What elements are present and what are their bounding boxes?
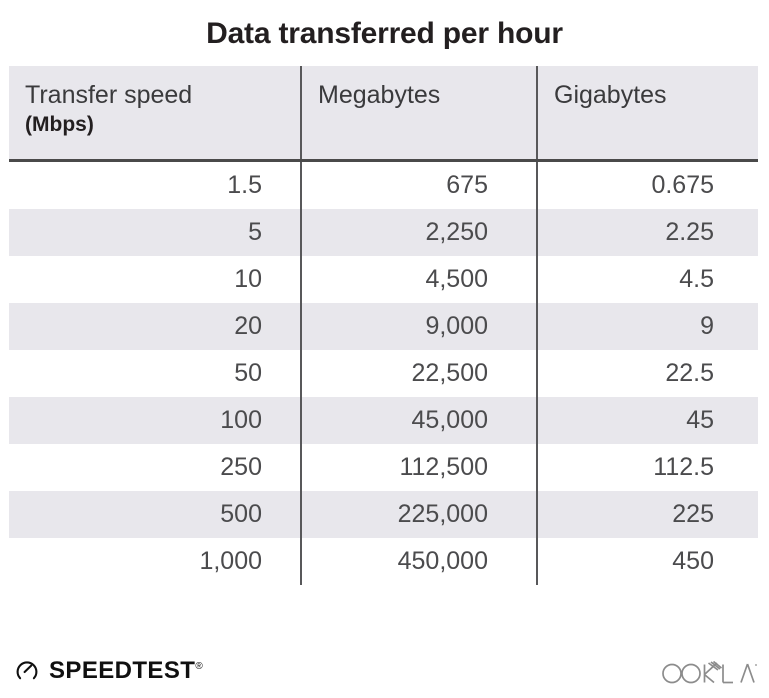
cell-gigabytes: 0.675 <box>536 160 758 209</box>
column-header-transfer-speed-label: Transfer speed <box>25 81 193 109</box>
table-row: 500 225,000 225 <box>9 490 758 538</box>
column-header-megabytes-label: Megabytes <box>318 81 441 109</box>
cell-gigabytes: 22.5 <box>536 349 758 397</box>
cell-megabytes: 112,500 <box>300 443 537 491</box>
cell-transfer-speed: 1,000 <box>199 546 262 575</box>
speedtest-trademark-symbol: ® <box>195 661 203 672</box>
cell-gigabytes: 2.25 <box>536 208 758 256</box>
table-row: 1,000 450,000 450 <box>9 537 758 585</box>
cell-transfer-speed: 1.5 <box>227 170 262 199</box>
table-row: 20 9,000 9 <box>9 302 758 350</box>
data-table: Transfer speed (Mbps) Megabytes Gigabyte… <box>9 66 758 585</box>
column-header-transfer-speed: Transfer speed (Mbps) <box>9 66 301 162</box>
table-header-row: Transfer speed (Mbps) Megabytes Gigabyte… <box>9 66 758 162</box>
footer: SPEEDTEST® <box>0 648 769 698</box>
table-row: 5 2,250 2.25 <box>9 208 758 256</box>
cell-megabytes: 675 <box>300 160 537 209</box>
column-header-megabytes: Megabytes <box>300 66 537 162</box>
speedometer-icon <box>14 656 40 682</box>
cell-megabytes: 45,000 <box>300 396 537 444</box>
cell-transfer-speed: 50 <box>234 358 262 387</box>
cell-transfer-speed: 10 <box>234 264 262 293</box>
cell-transfer-speed: 500 <box>220 499 262 528</box>
cell-gigabytes: 112.5 <box>536 443 758 491</box>
speedtest-wordmark: SPEEDTEST® <box>49 654 203 684</box>
cell-transfer-speed: 5 <box>248 217 262 246</box>
cell-megabytes: 22,500 <box>300 349 537 397</box>
cell-gigabytes: 450 <box>536 537 758 585</box>
cell-transfer-speed: 20 <box>234 311 262 340</box>
column-header-gigabytes-label: Gigabytes <box>554 81 667 109</box>
cell-megabytes: 4,500 <box>300 255 537 303</box>
cell-transfer-speed: 250 <box>220 452 262 481</box>
cell-gigabytes: 4.5 <box>536 255 758 303</box>
cell-transfer-speed: 100 <box>220 405 262 434</box>
page-title: Data transferred per hour <box>206 17 563 50</box>
table-row: 100 45,000 45 <box>9 396 758 444</box>
speedtest-logo: SPEEDTEST® <box>14 654 203 684</box>
speedtest-wordmark-text: SPEEDTEST <box>49 657 196 684</box>
table-row: 50 22,500 22.5 <box>9 349 758 397</box>
cell-gigabytes: 9 <box>536 302 758 350</box>
cell-megabytes: 2,250 <box>300 208 537 256</box>
data-table-container: Transfer speed (Mbps) Megabytes Gigabyte… <box>9 66 758 585</box>
cell-gigabytes: 225 <box>536 490 758 538</box>
table-row: 1.5 675 0.675 <box>9 160 758 209</box>
table-row: 250 112,500 112.5 <box>9 443 758 491</box>
cell-megabytes: 225,000 <box>300 490 537 538</box>
cell-gigabytes: 45 <box>536 396 758 444</box>
cell-megabytes: 450,000 <box>300 537 537 585</box>
column-header-gigabytes: Gigabytes <box>536 66 758 162</box>
cell-megabytes: 9,000 <box>300 302 537 350</box>
column-header-transfer-speed-unit: (Mbps) <box>25 113 94 136</box>
table-row: 10 4,500 4.5 <box>9 255 758 303</box>
table-body: 1.5 675 0.675 5 2,250 2.25 10 4,500 4.5 20 9,000 9 5… <box>9 160 758 585</box>
table-header: Transfer speed (Mbps) Megabytes Gigabyte… <box>9 66 758 162</box>
ookla-logo: OOKLA <box>661 657 757 687</box>
